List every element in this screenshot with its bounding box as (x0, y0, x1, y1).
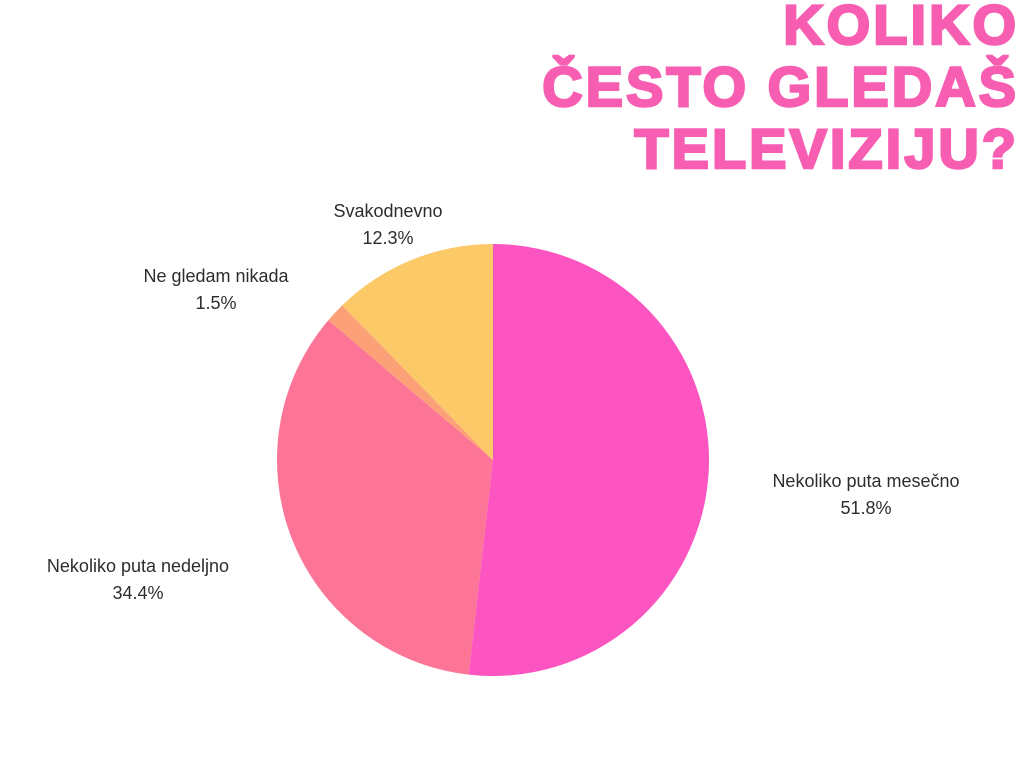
slice-label-pct: 34.4% (112, 583, 164, 603)
slice-label-pct: 12.3% (362, 228, 414, 248)
slice-label-pct: 1.5% (195, 293, 237, 313)
pie-slice-3 (342, 244, 493, 460)
slice-label-nedeljno: Nekoliko puta nedeljno 34.4% (8, 553, 268, 607)
pie-slice-0 (468, 244, 709, 676)
pie-chart (277, 244, 709, 676)
slice-label-svakodnevno: Svakodnevno 12.3% (268, 198, 508, 252)
slice-label-mesecno: Nekoliko puta mesečno 51.8% (736, 468, 996, 522)
slice-label-pct: 51.8% (840, 498, 892, 518)
slice-label-text: Ne gledam nikada (143, 266, 289, 286)
slice-label-text: Nekoliko puta nedeljno (46, 556, 230, 576)
pie-slice-2 (328, 305, 493, 460)
slice-label-nikada: Ne gledam nikada 1.5% (96, 263, 336, 317)
chart-title: KOLIKO ČESTO GLEDAŠ TELEVIZIJU? (541, 0, 1019, 181)
pie-slice-1 (277, 320, 493, 675)
slice-label-text: Svakodnevno (333, 201, 443, 221)
slice-label-text: Nekoliko puta mesečno (772, 471, 960, 491)
